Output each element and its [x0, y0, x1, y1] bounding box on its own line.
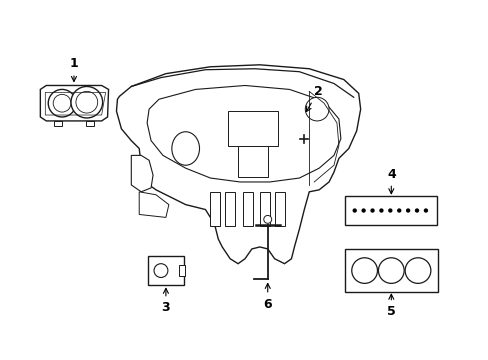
Polygon shape	[41, 85, 108, 121]
Circle shape	[53, 94, 71, 112]
Circle shape	[405, 208, 409, 213]
Circle shape	[387, 208, 392, 213]
Circle shape	[305, 97, 328, 121]
Text: 3: 3	[161, 288, 170, 315]
Polygon shape	[131, 156, 153, 192]
Bar	[54, 121, 62, 126]
Polygon shape	[116, 65, 360, 264]
Bar	[299, 115, 308, 122]
Bar	[238, 145, 267, 177]
Ellipse shape	[171, 132, 199, 165]
Polygon shape	[139, 192, 168, 217]
Bar	[210, 192, 220, 226]
Circle shape	[263, 215, 271, 223]
FancyBboxPatch shape	[344, 249, 437, 292]
Circle shape	[369, 208, 374, 213]
Bar	[228, 111, 277, 145]
Circle shape	[361, 208, 365, 213]
Text: 6: 6	[263, 283, 271, 311]
Text: 2: 2	[305, 85, 322, 112]
Circle shape	[76, 91, 98, 113]
Circle shape	[351, 258, 377, 283]
Circle shape	[378, 258, 404, 283]
Circle shape	[71, 86, 102, 118]
FancyBboxPatch shape	[148, 256, 183, 285]
Bar	[86, 121, 94, 126]
Bar	[298, 121, 309, 135]
Circle shape	[414, 208, 418, 213]
Circle shape	[405, 258, 430, 283]
Bar	[274, 192, 284, 226]
Circle shape	[379, 208, 383, 213]
Bar	[225, 192, 235, 226]
Circle shape	[396, 208, 401, 213]
Text: 5: 5	[386, 294, 395, 319]
Polygon shape	[147, 85, 340, 182]
Bar	[179, 265, 184, 276]
FancyBboxPatch shape	[345, 196, 436, 225]
Bar	[259, 192, 269, 226]
Bar	[243, 192, 252, 226]
Text: 1: 1	[69, 57, 78, 81]
Circle shape	[423, 208, 427, 213]
Circle shape	[154, 264, 167, 278]
Circle shape	[48, 89, 76, 117]
Circle shape	[352, 208, 356, 213]
Text: 4: 4	[386, 168, 395, 194]
